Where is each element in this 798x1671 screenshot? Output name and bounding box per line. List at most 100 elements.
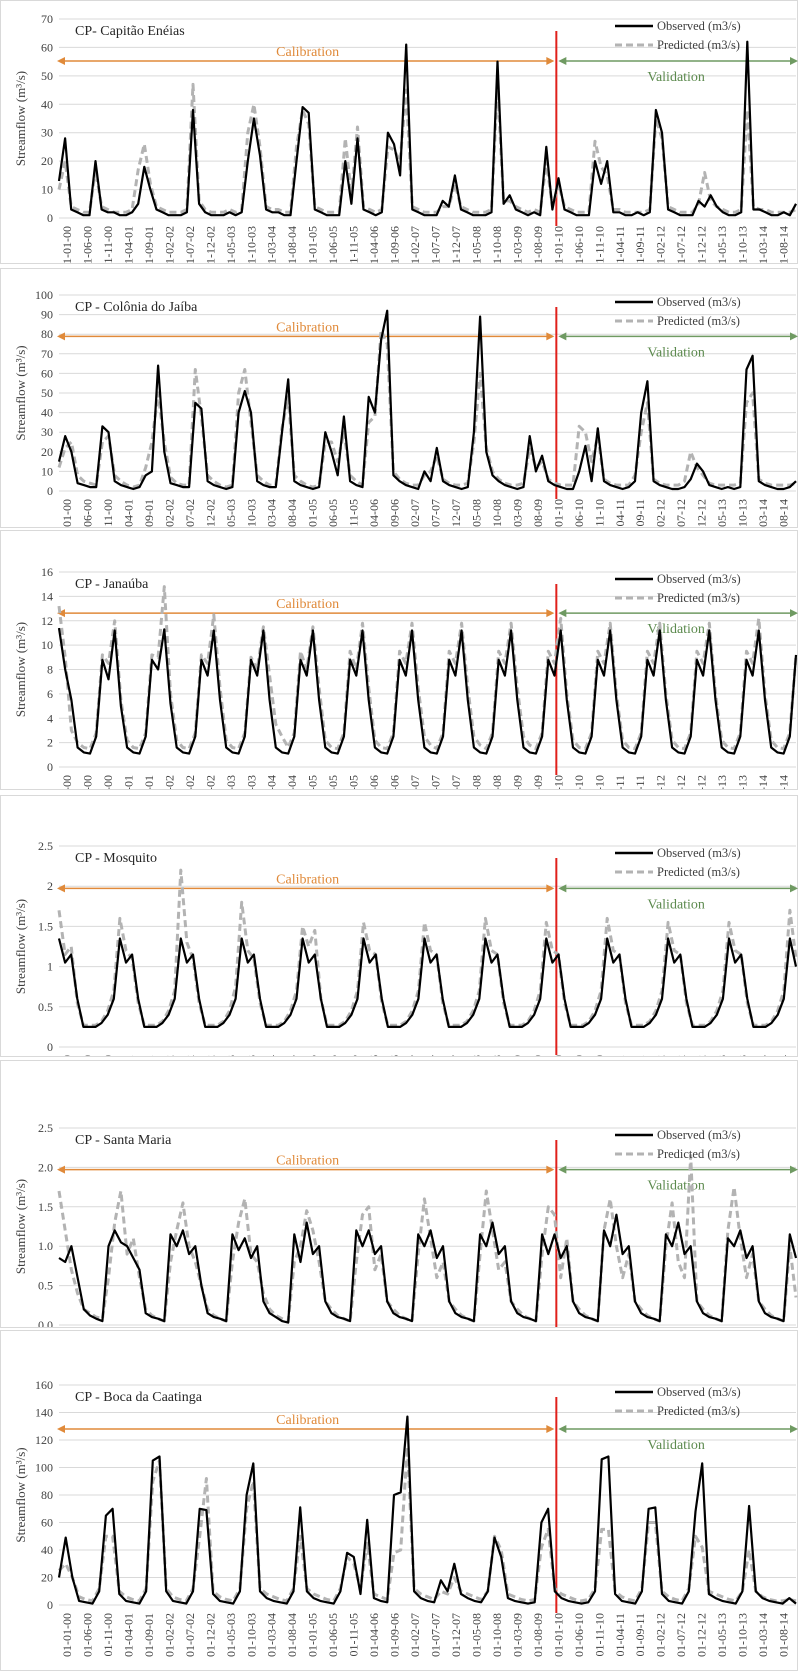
x-tick-label: 01-02-12: [654, 1055, 668, 1056]
y-tick-label: 1.0: [38, 1239, 53, 1253]
y-tick-label: 12: [41, 614, 53, 628]
x-tick-label: 01-11-05: [347, 499, 361, 527]
validation-label: Validation: [647, 70, 705, 85]
chart-svg: 0 0.5 1 1.5 2 2.5 Streamflow (m³/s) 01-01-00 01-…: [13, 839, 798, 1056]
x-tick-label: 01-12-07: [449, 226, 463, 263]
x-tick-label: 01-09-01: [142, 775, 156, 789]
x-tick-label: 01-02-02: [162, 1613, 176, 1657]
validation-arrow-head-right: [790, 57, 798, 65]
legend-observed-label: Observed (m3/s): [657, 572, 741, 586]
x-tick-label: 01-02-12: [654, 1613, 668, 1657]
x-tick-label: 01-08-09: [531, 1055, 545, 1056]
x-tick-label: 01-09-01: [142, 1055, 156, 1056]
x-tick-label: 01-03-09: [510, 1613, 524, 1657]
x-tick-label: 01-08-09: [531, 775, 545, 789]
calibration-label: Calibration: [276, 1413, 339, 1428]
y-tick-label: 2: [47, 879, 53, 893]
validation-arrow-head-right: [790, 332, 798, 341]
y-tick-label: 90: [41, 308, 53, 322]
calibration-label: Calibration: [276, 872, 339, 887]
x-tick-label: 01-06-10: [572, 1055, 586, 1056]
x-tick-label: 01-05-08: [469, 775, 483, 789]
x-tick-label: 01-04-11: [613, 226, 627, 263]
x-tick-label: 01-04-01: [121, 499, 135, 527]
y-tick-label: 50: [41, 386, 53, 400]
x-tick-label: 01-07-07: [429, 1055, 443, 1056]
legend-predicted-label: Predicted (m3/s): [657, 314, 740, 328]
calibration-arrow-head-left: [57, 1165, 65, 1174]
y-tick-label: 0.0: [38, 1318, 53, 1327]
y-tick-label: 8: [47, 663, 53, 677]
x-tick-label: 01-05-03: [224, 1613, 238, 1657]
x-tick-label: 01-11-05: [347, 1613, 361, 1657]
calibration-label: Calibration: [276, 1154, 339, 1169]
y-tick-label: 0.5: [38, 1279, 53, 1293]
x-tick-label: 01-09-01: [142, 499, 156, 527]
y-axis-label: Streamflow (m³/s): [13, 1447, 28, 1542]
x-tick-label: 01-07-02: [183, 1613, 197, 1657]
x-tick-label: 01-05-08: [469, 226, 483, 263]
legend-observed-label: Observed (m3/s): [657, 1128, 741, 1142]
x-tick-label: 01-12-07: [449, 1613, 463, 1657]
y-tick-label: 100: [35, 288, 53, 302]
legend-predicted-label: Predicted (m3/s): [657, 591, 740, 605]
x-tick-label: 01-01-05: [306, 1613, 320, 1657]
x-tick-label: 01-04-06: [367, 226, 381, 263]
x-tick-label: 01-08-14: [777, 775, 791, 789]
x-tick-label: 01-01-10: [551, 1055, 565, 1056]
x-tick-label: 01-02-07: [408, 1613, 422, 1657]
x-tick-label: 01-05-13: [715, 1613, 729, 1657]
x-tick-label: 01-01-05: [306, 1055, 320, 1056]
x-tick-label: 01-03-09: [510, 775, 524, 789]
x-tick-label: 01-04-11: [613, 1613, 627, 1657]
x-tick-label: 01-08-14: [777, 1613, 791, 1657]
x-tick-label: 01-01-05: [306, 775, 320, 789]
x-tick-label: 01-12-02: [203, 1613, 217, 1657]
x-tick-label: 01-04-06: [367, 775, 381, 789]
legend-observed-label: Observed (m3/s): [657, 19, 741, 33]
validation-arrow-head-left: [558, 884, 567, 893]
x-tick-label: 01-10-13: [736, 1055, 750, 1056]
validation-arrow-head-right: [790, 884, 798, 893]
legend-predicted-label: Predicted (m3/s): [657, 38, 740, 52]
y-tick-label: 0: [47, 760, 53, 774]
chart-svg: 0 10 20 30 40 50 60 70 80 90 100 Streamflow (m³/s) 0…: [13, 288, 798, 527]
x-tick-label: 01-09-01: [142, 1613, 156, 1657]
x-tick-label: 01-10-08: [490, 499, 504, 527]
y-tick-label: 1.5: [38, 919, 53, 933]
chart-title: CP - Santa Maria: [75, 1133, 172, 1148]
y-tick-label: 0: [47, 1598, 53, 1612]
x-tick-label: 01-07-07: [429, 775, 443, 789]
chart-svg: 0 20 40 60 80 100 120 140 160 Streamflow (m³/s) 01…: [13, 1378, 798, 1657]
x-tick-label: 01-03-14: [756, 775, 770, 789]
x-tick-label: 01-11-10: [592, 775, 606, 789]
calibration-arrow-head-right: [546, 1425, 555, 1433]
x-tick-label: 01-06-00: [80, 499, 94, 527]
y-tick-label: 30: [41, 126, 53, 140]
legend-predicted-label: Predicted (m3/s): [657, 1147, 740, 1161]
x-tick-label: 01-03-09: [510, 1055, 524, 1056]
y-tick-label: 10: [41, 638, 53, 652]
x-tick-label: 01-09-11: [633, 775, 647, 789]
x-tick-label: 01-02-12: [654, 499, 668, 527]
validation-label: Validation: [647, 1438, 705, 1453]
x-tick-label: 01-01-10: [551, 226, 565, 263]
calibration-arrow-head-left: [57, 332, 65, 341]
x-tick-label: 01-12-02: [203, 1055, 217, 1056]
x-tick-label: 01-02-02: [162, 499, 176, 527]
x-tick-label: 01-06-10: [572, 1613, 586, 1657]
x-tick-label: 01-01-00: [60, 499, 74, 527]
x-tick-label: 01-08-14: [777, 1055, 791, 1056]
calibration-arrow-head-right: [546, 332, 555, 341]
x-tick-label: 01-04-06: [367, 499, 381, 527]
x-tick-label: 01-07-02: [183, 1055, 197, 1056]
x-tick-label: 01-03-04: [265, 226, 279, 263]
x-tick-label: 01-12-12: [695, 1613, 709, 1657]
x-tick-label: 01-08-04: [285, 775, 299, 789]
observed-series-line: [57, 40, 797, 217]
x-tick-label: 01-05-08: [469, 1055, 483, 1056]
x-tick-label: 01-07-07: [429, 1613, 443, 1657]
x-tick-label: 01-04-11: [613, 1055, 627, 1056]
